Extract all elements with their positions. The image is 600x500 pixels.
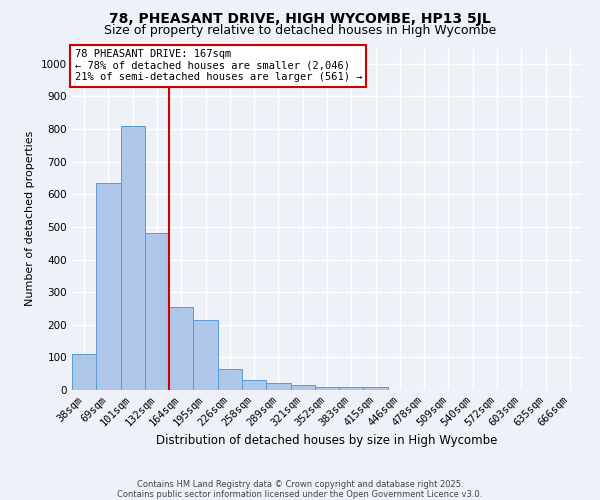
Bar bbox=[290, 385, 315, 390]
Bar bbox=[145, 234, 169, 390]
Text: 78 PHEASANT DRIVE: 167sqm
← 78% of detached houses are smaller (2,046)
21% of se: 78 PHEASANT DRIVE: 167sqm ← 78% of detac… bbox=[74, 49, 362, 82]
Bar bbox=[121, 126, 145, 390]
Text: 78, PHEASANT DRIVE, HIGH WYCOMBE, HP13 5JL: 78, PHEASANT DRIVE, HIGH WYCOMBE, HP13 5… bbox=[109, 12, 491, 26]
Bar bbox=[266, 383, 290, 390]
Bar bbox=[72, 354, 96, 390]
Bar bbox=[364, 386, 388, 390]
Bar bbox=[339, 386, 364, 390]
Bar bbox=[242, 380, 266, 390]
Text: Contains HM Land Registry data © Crown copyright and database right 2025.
Contai: Contains HM Land Registry data © Crown c… bbox=[118, 480, 482, 499]
Text: Size of property relative to detached houses in High Wycombe: Size of property relative to detached ho… bbox=[104, 24, 496, 37]
Bar bbox=[315, 386, 339, 390]
Bar bbox=[218, 369, 242, 390]
Bar bbox=[193, 320, 218, 390]
X-axis label: Distribution of detached houses by size in High Wycombe: Distribution of detached houses by size … bbox=[157, 434, 497, 447]
Bar bbox=[169, 307, 193, 390]
Bar bbox=[96, 183, 121, 390]
Y-axis label: Number of detached properties: Number of detached properties bbox=[25, 131, 35, 306]
